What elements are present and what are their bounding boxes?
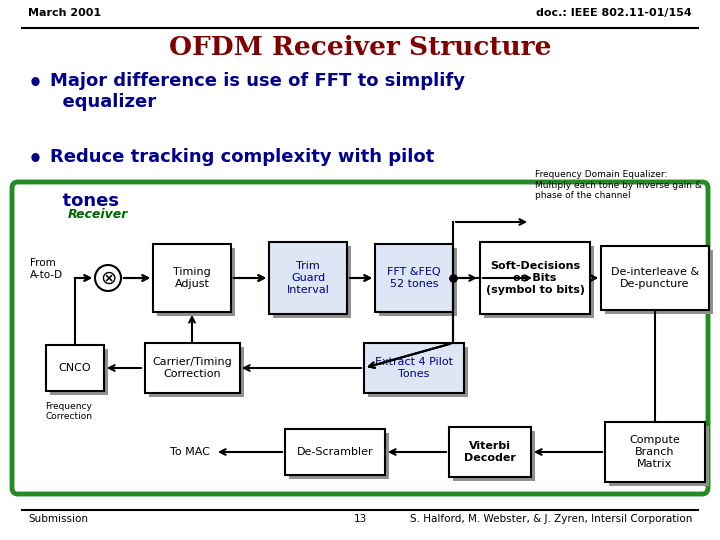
Text: From
A-to-D: From A-to-D (30, 258, 63, 280)
Bar (601, 246, 709, 310)
Text: De-Scrambler: De-Scrambler (297, 447, 373, 457)
Bar (50, 349, 108, 395)
Bar (364, 343, 464, 393)
Bar (375, 244, 453, 312)
Text: 13: 13 (354, 514, 366, 524)
FancyBboxPatch shape (12, 182, 708, 494)
Text: •: • (28, 72, 43, 96)
Text: Reduce tracking complexity with pilot: Reduce tracking complexity with pilot (50, 148, 434, 166)
Text: To MAC: To MAC (170, 447, 210, 457)
Text: March 2001: March 2001 (28, 8, 101, 18)
Bar (148, 347, 243, 397)
Text: Viterbi
Decoder: Viterbi Decoder (464, 441, 516, 463)
Bar (368, 347, 468, 397)
Text: Submission: Submission (28, 514, 88, 524)
Bar (289, 433, 389, 479)
Text: •: • (28, 148, 43, 172)
Bar (153, 244, 231, 312)
Bar (157, 248, 235, 316)
Text: Soft-Decisions
on Bits
(symbol to bits): Soft-Decisions on Bits (symbol to bits) (485, 261, 585, 295)
Text: De-interleave &
De-puncture: De-interleave & De-puncture (611, 267, 699, 289)
Text: Frequency
Correction: Frequency Correction (45, 402, 92, 421)
Text: OFDM Receiver Structure: OFDM Receiver Structure (168, 35, 552, 60)
Bar (285, 429, 385, 475)
Text: Carrier/Timing
Correction: Carrier/Timing Correction (152, 357, 232, 379)
Bar (480, 242, 590, 314)
Text: doc.: IEEE 802.11-01/154: doc.: IEEE 802.11-01/154 (536, 8, 692, 18)
Circle shape (95, 265, 121, 291)
Bar (605, 250, 713, 314)
Text: CNCO: CNCO (59, 363, 91, 373)
Bar (484, 246, 594, 318)
Bar (145, 343, 240, 393)
Text: FFT &FEQ
52 tones: FFT &FEQ 52 tones (387, 267, 441, 289)
Text: Timing
Adjust: Timing Adjust (173, 267, 211, 289)
Text: Receiver: Receiver (68, 208, 128, 221)
Bar (273, 246, 351, 318)
Text: S. Halford, M. Webster, & J. Zyren, Intersil Corporation: S. Halford, M. Webster, & J. Zyren, Inte… (410, 514, 692, 524)
Text: Extract 4 Pilot
Tones: Extract 4 Pilot Tones (375, 357, 453, 379)
Bar (609, 426, 709, 486)
Bar (269, 242, 347, 314)
Text: Compute
Branch
Matrix: Compute Branch Matrix (629, 435, 680, 469)
Text: Frequency Domain Equalizer:
Multiply each tone by inverse gain &
phase of the ch: Frequency Domain Equalizer: Multiply eac… (535, 170, 702, 200)
Bar (605, 422, 705, 482)
Text: Trim
Guard
Interval: Trim Guard Interval (287, 261, 330, 295)
Bar (46, 345, 104, 391)
Text: Major difference is use of FFT to simplify
  equalizer: Major difference is use of FFT to simpli… (50, 72, 465, 111)
Bar (449, 427, 531, 477)
Bar (379, 248, 457, 316)
Bar (453, 431, 535, 481)
Text: ⊗: ⊗ (100, 268, 116, 287)
Text: tones: tones (50, 192, 119, 210)
